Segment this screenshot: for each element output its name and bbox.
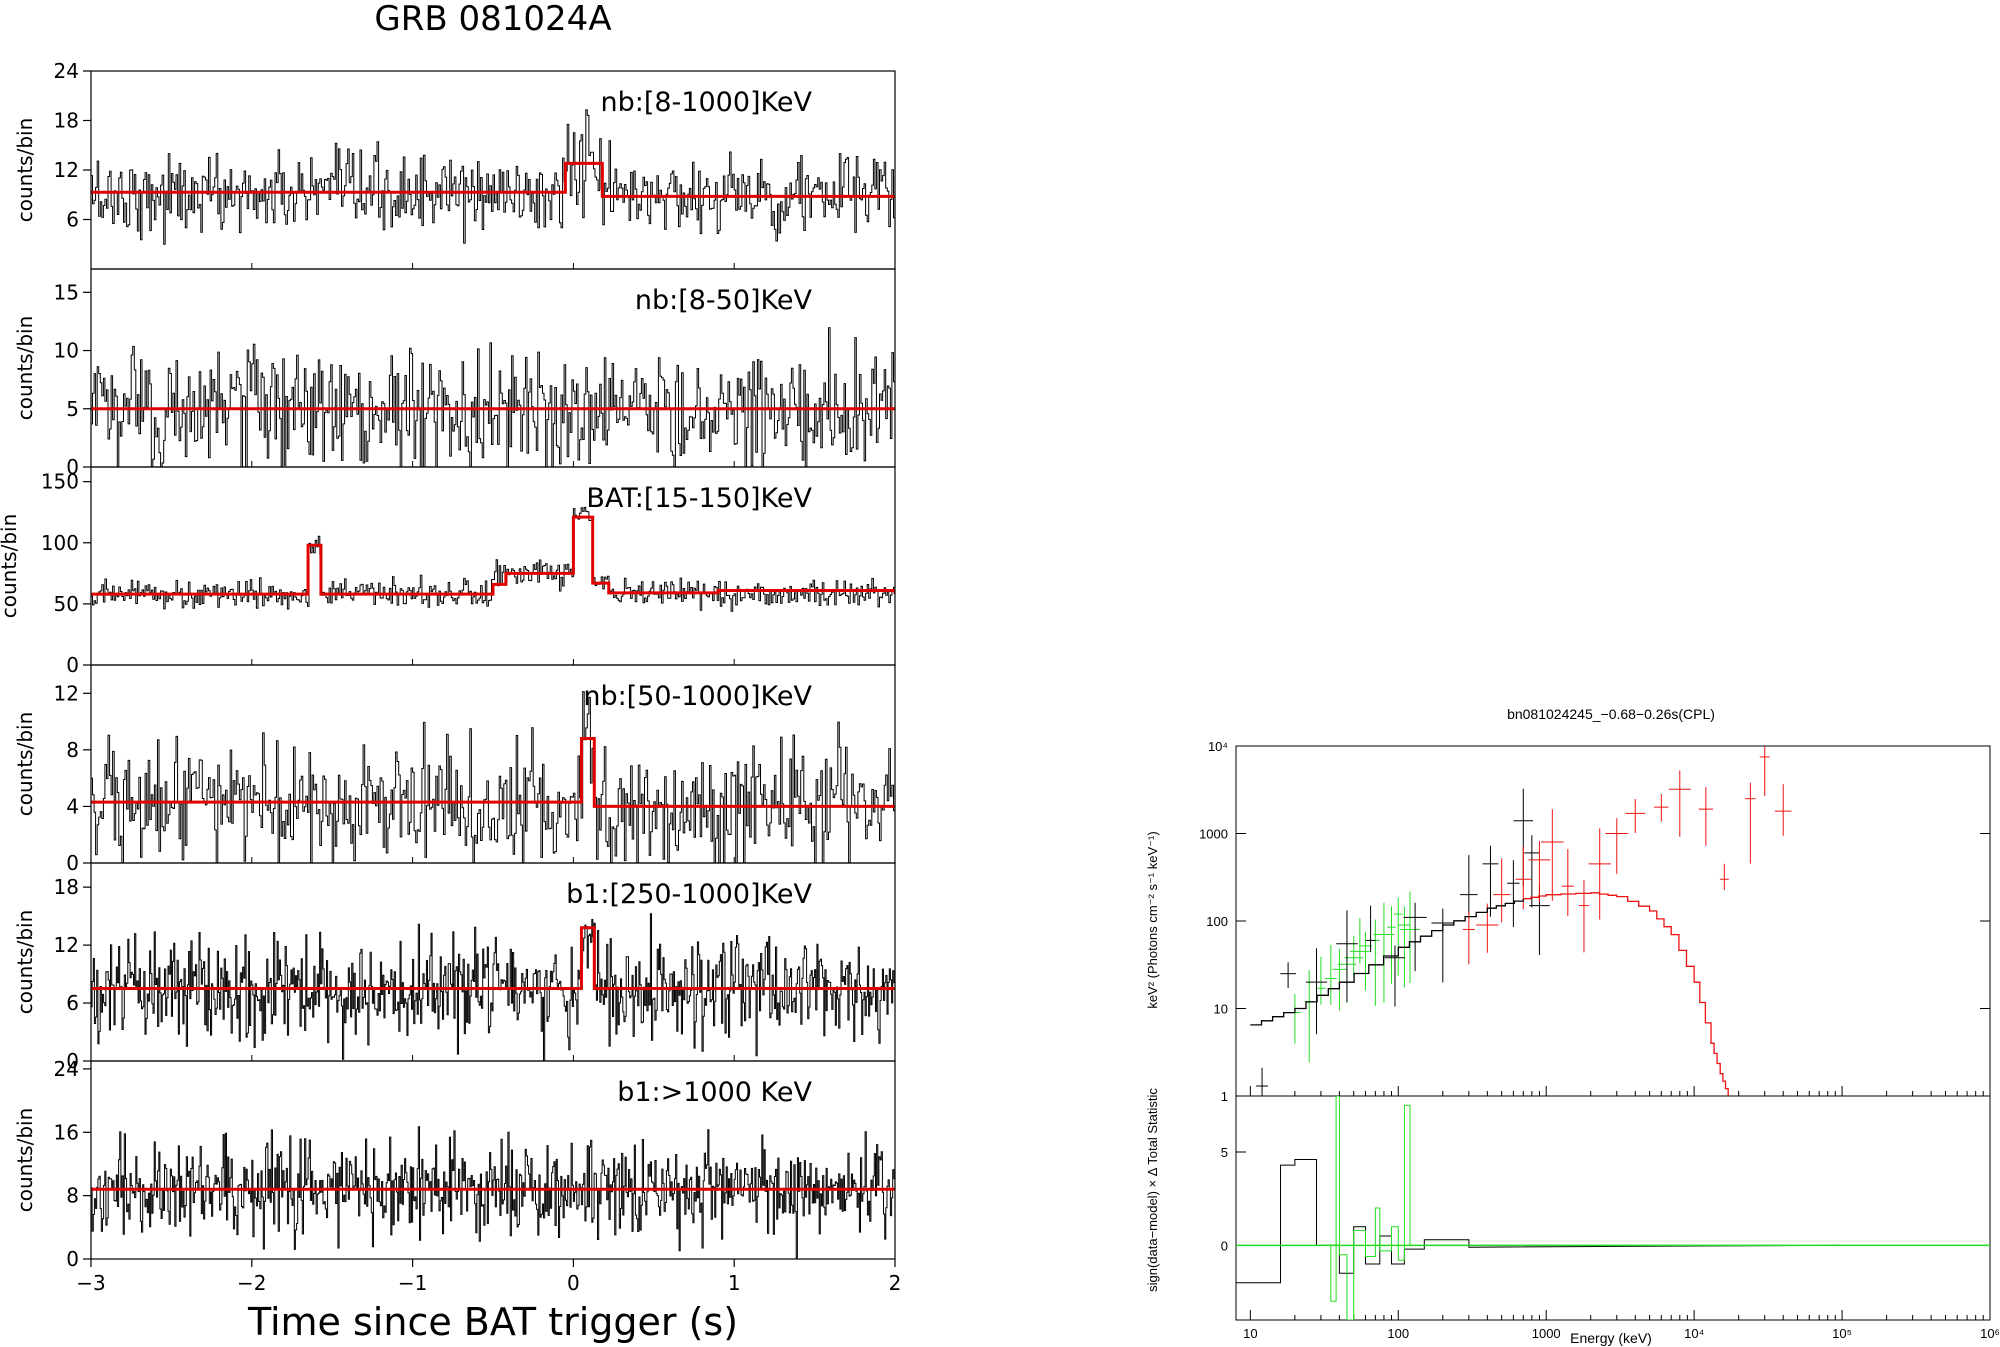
x-tick-label: 10⁶ xyxy=(1980,1326,2000,1341)
x-tick-label: 1000 xyxy=(1532,1326,1561,1341)
model-curve xyxy=(91,737,895,808)
light-curve-panel-1: 24 18 12 6 counts/bin nb:[8-1000]KeV xyxy=(13,59,896,270)
resid-y-tick-label: 0 xyxy=(1221,1238,1228,1253)
light-curve-panels: 2418126counts/binnb:[8-1000]KeV151050cou… xyxy=(0,59,901,1295)
left-figure-title: GRB 081024A xyxy=(374,0,611,39)
y-tick-label: 0 xyxy=(66,1049,79,1073)
y-axis-label: counts/bin xyxy=(13,316,37,421)
resid-y-tick-label: 5 xyxy=(1221,1145,1228,1160)
panel-frame xyxy=(90,1060,896,1260)
residual-black xyxy=(1236,1159,1843,1284)
residual-panel: 10 100 1000 10⁴ 10⁵ 10⁶ 5 0 xyxy=(1221,1095,2000,1341)
light-curve-panel-5: 18 12 6 0 counts/bin b1:[250-1000]KeV xyxy=(13,862,896,1073)
x-tick-label: 100 xyxy=(1387,1326,1409,1341)
y-tick-label: 10 xyxy=(54,339,79,363)
model-curve xyxy=(91,161,895,198)
y-tick-label: 0 xyxy=(66,653,79,677)
panel-plot-area xyxy=(91,691,895,863)
panel-plot-area xyxy=(91,1126,895,1259)
spec-y-tick-label: 100 xyxy=(1206,914,1228,929)
y-tick-label: 24 xyxy=(54,1057,79,1081)
x-tick-label: −2 xyxy=(237,1271,266,1295)
model-black xyxy=(1250,898,1524,1026)
y-tick-label: 5 xyxy=(66,397,79,421)
y-tick-label: 150 xyxy=(41,470,79,494)
right-figure-title: bn081024245_−0.68−0.26s(CPL) xyxy=(1507,706,1715,722)
y-tick-label: 18 xyxy=(54,875,79,899)
y-tick-label: 15 xyxy=(54,280,79,304)
light-curve-trace xyxy=(91,109,895,245)
y-tick-label: 12 xyxy=(54,681,79,705)
spec-y-tick-label: 10 xyxy=(1214,1002,1228,1017)
y-tick-label: 16 xyxy=(54,1120,79,1144)
model-red xyxy=(1523,892,1729,1096)
spec-y-tick-label: 10⁴ xyxy=(1208,739,1228,754)
residual-frame xyxy=(1235,1095,1991,1321)
panel-plot-area xyxy=(91,327,895,467)
y-axis-label: counts/bin xyxy=(13,712,37,817)
model-curve xyxy=(91,926,895,991)
spectrum-frame xyxy=(1235,745,1991,1097)
y-tick-label: 8 xyxy=(66,738,79,762)
x-tick-label: −1 xyxy=(398,1271,427,1295)
y-tick-label: 0 xyxy=(66,1247,79,1271)
y-tick-label: 6 xyxy=(66,208,79,232)
light-curve-panel-4: 12 8 4 0 counts/bin nb:[50-1000]KeV xyxy=(13,664,896,875)
y-tick-label: 4 xyxy=(66,794,79,818)
y-tick-label: 24 xyxy=(54,59,79,83)
x-tick-label: 1 xyxy=(728,1271,741,1295)
y-tick-label: 0 xyxy=(66,851,79,875)
panel-plot-area xyxy=(91,109,895,245)
y-tick-label: 8 xyxy=(66,1184,79,1208)
panel-energy-label: BAT:[15-150]KeV xyxy=(586,483,812,514)
panel-energy-label: b1:[250-1000]KeV xyxy=(566,879,812,910)
y-axis-label: counts/bin xyxy=(0,514,21,619)
light-curve-trace xyxy=(91,506,895,612)
panel-energy-label: nb:[50-1000]KeV xyxy=(583,681,812,712)
spectrum-xlabel: Energy (keV) xyxy=(1570,1330,1652,1346)
spectrum-panel: 10⁴ 1000 100 10 1 xyxy=(1199,739,1991,1104)
x-tick-label: 10⁴ xyxy=(1684,1326,1704,1341)
light-curve-trace xyxy=(91,913,895,1061)
left-xlabel: Time since BAT trigger (s) xyxy=(247,1300,738,1344)
light-curve-trace xyxy=(91,327,895,467)
y-tick-label: 0 xyxy=(66,455,79,479)
y-tick-label: 6 xyxy=(66,991,79,1015)
x-tick-label: 10 xyxy=(1243,1326,1257,1341)
y-tick-label: 100 xyxy=(41,531,79,555)
light-curve-trace xyxy=(91,1126,895,1259)
residual-green xyxy=(1316,1096,1990,1320)
panel-energy-label: b1:>1000 KeV xyxy=(617,1077,812,1108)
y-axis-label: counts/bin xyxy=(13,1108,37,1213)
model-curve xyxy=(91,515,895,596)
panel-plot-area xyxy=(91,913,895,1061)
residual-ylabel: sign(data−model) × Δ Total Statistic xyxy=(1145,1088,1160,1292)
y-tick-label: 50 xyxy=(54,592,79,616)
y-tick-label: 12 xyxy=(54,158,79,182)
light-curve-trace xyxy=(91,691,895,863)
y-tick-label: 18 xyxy=(54,109,79,133)
y-tick-label: 12 xyxy=(54,933,79,957)
x-tick-label: 10⁵ xyxy=(1832,1326,1852,1341)
spec-plot-area xyxy=(1250,746,1792,1096)
x-tick-label: 2 xyxy=(889,1271,902,1295)
light-curve-panel-6: 24 16 8 0 counts/bin b1:>1000 KeV −3 −2 −1 0 1 2 xyxy=(13,1057,901,1295)
panel-energy-label: nb:[8-1000]KeV xyxy=(601,87,813,118)
resid-plot-area xyxy=(1236,1096,1990,1320)
y-axis-label: counts/bin xyxy=(13,118,37,223)
spec-y-tick-label: 1 xyxy=(1221,1089,1228,1104)
spectrum-ylabel: keV² (Photons cm⁻² s⁻¹ keV⁻¹) xyxy=(1145,831,1160,1008)
light-curve-panel-3: 150 100 50 0 counts/bin BAT:[15-150]KeV xyxy=(0,466,896,677)
x-tick-label: −3 xyxy=(76,1271,105,1295)
panel-energy-label: nb:[8-50]KeV xyxy=(635,285,813,316)
light-curve-panel-2: 15 10 5 0 counts/bin nb:[8-50]KeV xyxy=(13,268,896,479)
spec-y-tick-label: 1000 xyxy=(1199,827,1228,842)
x-tick-label: 0 xyxy=(567,1271,580,1295)
panel-plot-area xyxy=(91,506,895,612)
y-axis-label: counts/bin xyxy=(13,910,37,1015)
